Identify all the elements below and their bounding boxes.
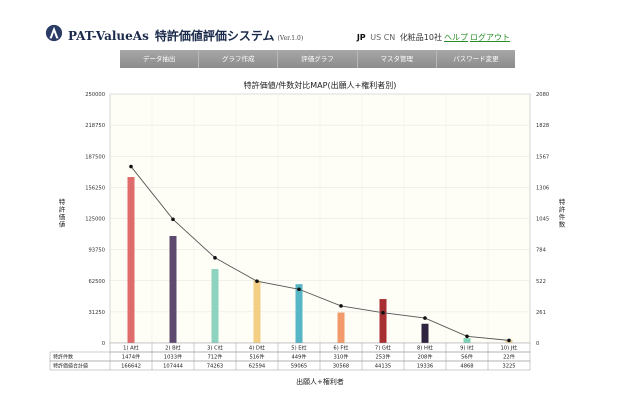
y2-tick-label: 2080 bbox=[536, 92, 549, 98]
country-jp-link[interactable]: JP bbox=[356, 33, 366, 42]
category-label: 9) I社 bbox=[460, 344, 474, 352]
table-cell: 22件 bbox=[503, 353, 515, 361]
bar bbox=[337, 312, 345, 343]
bar bbox=[127, 177, 135, 343]
y2-tick-label: 0 bbox=[536, 341, 539, 347]
row-label: 特許価値合計値 bbox=[53, 363, 88, 370]
count-point bbox=[339, 304, 343, 308]
table-cell: 712件 bbox=[207, 353, 222, 361]
tab-password[interactable]: パスワード変更 bbox=[453, 55, 499, 63]
help-link[interactable]: ヘルプ bbox=[444, 33, 468, 42]
table-cell: 19336 bbox=[417, 364, 434, 370]
table-cell: 166642 bbox=[121, 364, 141, 370]
category-label: 6) F社 bbox=[333, 344, 348, 352]
table-cell: 3225 bbox=[502, 364, 515, 370]
row-label: 特許件数 bbox=[53, 354, 73, 361]
tab-data-extract[interactable]: データ抽出 bbox=[120, 50, 200, 68]
y-axis-ticks: 0 31250 62500 93750 125000 156250 187500 218750… bbox=[85, 92, 105, 347]
count-point bbox=[381, 310, 385, 315]
count-series-line bbox=[130, 166, 510, 341]
y-tick-label: 31250 bbox=[88, 310, 105, 316]
data-table: 1) A社 2) B社 3) C社 4) D社 5) E社 6) F社 7) G社 8) H社… bbox=[49, 342, 531, 371]
company-group: 化粧品10社 bbox=[399, 33, 442, 42]
table-cell: 30568 bbox=[333, 364, 350, 370]
bar bbox=[169, 235, 177, 343]
table-cell: 1474件 bbox=[122, 353, 140, 361]
bar bbox=[463, 338, 471, 343]
category-label: 3) C社 bbox=[207, 344, 223, 352]
table-cell: 208件 bbox=[417, 353, 432, 361]
count-point bbox=[465, 334, 469, 339]
y2-tick-label: 1828 bbox=[536, 123, 549, 129]
version-label: (Ver.1.0) bbox=[277, 35, 304, 42]
count-point bbox=[255, 279, 259, 284]
category-label: 10) J社 bbox=[501, 344, 518, 352]
table-cell: 62594 bbox=[249, 364, 266, 370]
category-label: 8) H社 bbox=[417, 344, 433, 352]
table-cell: 74263 bbox=[207, 364, 224, 370]
category-label: 5) E社 bbox=[291, 344, 306, 352]
y-tick-label: 62500 bbox=[88, 279, 105, 285]
bar bbox=[379, 299, 387, 343]
table-cell: 253件 bbox=[375, 353, 390, 361]
table-cell: 59065 bbox=[291, 364, 308, 370]
app-title: PAT-ValueAs 特許価値評価システム (Ver.1.0) bbox=[68, 27, 303, 44]
category-label: 4) D社 bbox=[249, 344, 265, 352]
y2-tick-label: 261 bbox=[536, 310, 546, 316]
table-cell: 310件 bbox=[333, 353, 348, 361]
table-cell: 449件 bbox=[291, 353, 306, 361]
main-nav: データ抽出 グラフ作成 評価グラフ マスタ管理 パスワード変更 bbox=[120, 50, 515, 68]
header: PAT-ValueAs 特許価値評価システム (Ver.1.0) JP US CN … bbox=[0, 0, 640, 44]
table-cell: 107444 bbox=[163, 364, 184, 370]
y-tick-label: 125000 bbox=[85, 217, 105, 223]
bar bbox=[211, 269, 219, 343]
chart-title: 特許価値/件数対比MAP(出願人+権利者別) bbox=[244, 80, 397, 90]
y2-axis-ticks: 0 261 522 784 1045 1306 1567 1828 2080 bbox=[536, 92, 549, 347]
y2-tick-label: 522 bbox=[536, 279, 546, 285]
table-row bbox=[49, 360, 531, 371]
y-tick-label: 0 bbox=[102, 341, 105, 347]
logout-link[interactable]: ログアウト bbox=[470, 33, 510, 42]
logo-icon bbox=[45, 24, 63, 42]
count-point bbox=[297, 287, 301, 292]
table-cell: 4868 bbox=[460, 364, 473, 370]
y-axis-label: 特許価値 bbox=[59, 197, 66, 229]
category-label: 2) B社 bbox=[165, 344, 181, 352]
y2-tick-label: 1306 bbox=[536, 185, 549, 191]
tab-graph-create[interactable]: グラフ作成 bbox=[199, 50, 279, 68]
y-tick-label: 187500 bbox=[85, 154, 105, 160]
tab-master[interactable]: マスタ管理 bbox=[358, 50, 437, 68]
count-point bbox=[423, 316, 427, 320]
table-cell: 516件 bbox=[249, 353, 264, 361]
table-cell: 56件 bbox=[461, 353, 473, 361]
brand-name: PAT-ValueAs bbox=[68, 29, 149, 43]
table-cell: 1033件 bbox=[164, 353, 182, 361]
y2-tick-label: 1045 bbox=[536, 217, 549, 223]
count-point bbox=[507, 338, 511, 343]
country-links[interactable]: US CN bbox=[370, 33, 396, 42]
count-line bbox=[129, 164, 511, 343]
count-point bbox=[171, 217, 175, 222]
y2-tick-label: 784 bbox=[536, 248, 547, 254]
y-tick-label: 218750 bbox=[85, 123, 105, 129]
y-tick-label: 156250 bbox=[85, 185, 105, 191]
bar bbox=[421, 323, 429, 343]
count-point bbox=[129, 164, 133, 169]
category-label: 7) G社 bbox=[375, 344, 391, 352]
table-cell: 44135 bbox=[375, 364, 392, 370]
bar bbox=[253, 280, 261, 343]
top-right-links: JP US CN 化粧品10社 ヘルプ ログアウト bbox=[357, 32, 510, 43]
bar bbox=[295, 284, 303, 343]
x-axis-label: 出願人+権利者 bbox=[296, 377, 344, 386]
tab-eval-graph[interactable]: 評価グラフ bbox=[278, 50, 358, 68]
brand-subtitle: 特許価値評価システム bbox=[154, 29, 275, 43]
category-label: 1) A社 bbox=[123, 344, 139, 352]
y2-axis-label: 特許件数 bbox=[559, 197, 566, 229]
count-point bbox=[213, 255, 217, 260]
y2-tick-label: 1567 bbox=[536, 154, 549, 160]
y-tick-label: 93750 bbox=[88, 248, 105, 254]
y-tick-label: 250000 bbox=[85, 92, 105, 98]
